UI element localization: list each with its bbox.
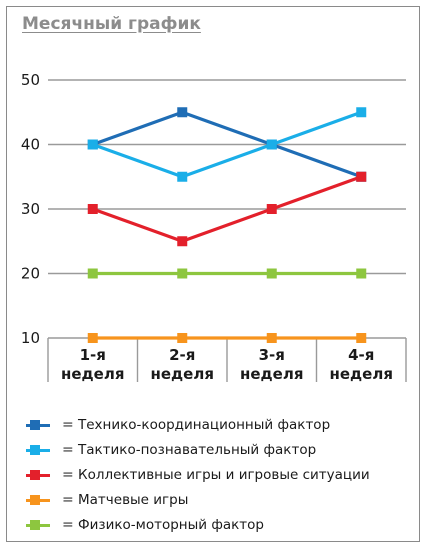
legend-swatch-icon xyxy=(26,419,52,431)
legend-item: = Тактико-познавательный фактор xyxy=(26,437,406,462)
x-tick-label: 1-я неделя xyxy=(61,346,124,383)
y-tick-label: 10 xyxy=(21,329,40,347)
legend-item: = Матчевые игры xyxy=(26,487,406,512)
x-tick-label: 2-я неделя xyxy=(151,346,214,383)
data-point xyxy=(87,333,98,343)
x-tick-label: 4-я неделя xyxy=(330,346,393,383)
legend-equals: = xyxy=(62,466,74,483)
legend-label: Технико-координационный фактор xyxy=(78,416,331,433)
legend-item: = Технико-координационный фактор xyxy=(26,412,406,437)
series-line xyxy=(92,175,362,243)
line-chart: 10 20 30 40 50 1-я неделя 2-я неделя 3-я неделя 4-я… xyxy=(21,71,407,383)
data-point xyxy=(87,268,98,279)
legend-swatch-icon xyxy=(26,444,52,456)
legend-label: Физико-моторный фактор xyxy=(78,516,264,533)
legend-item: = Физико-моторный фактор xyxy=(26,512,406,537)
data-point xyxy=(356,171,367,182)
data-point xyxy=(356,268,367,279)
data-point xyxy=(87,204,98,214)
legend-equals: = xyxy=(62,416,74,433)
data-point xyxy=(356,107,367,118)
legend-swatch-icon xyxy=(26,519,52,531)
data-point xyxy=(177,107,188,118)
legend: = Технико-координационный фактор = Такти… xyxy=(26,412,406,537)
data-point xyxy=(266,204,277,214)
legend-swatch-icon xyxy=(26,494,52,506)
y-tick-label: 40 xyxy=(21,136,40,154)
series-line xyxy=(92,110,362,179)
legend-equals: = xyxy=(62,516,74,533)
data-point xyxy=(177,171,188,182)
legend-swatch-icon xyxy=(26,469,52,481)
legend-label: Коллективные игры и игровые ситуации xyxy=(78,466,370,483)
legend-label: Тактико-познавательный фактор xyxy=(78,441,317,458)
x-tick-label: 3-я неделя xyxy=(240,346,303,383)
data-point xyxy=(266,333,277,343)
data-point xyxy=(266,139,277,150)
y-tick-label: 50 xyxy=(21,71,40,89)
y-tick-label: 20 xyxy=(21,265,40,283)
data-point xyxy=(177,268,188,279)
legend-equals: = xyxy=(62,491,74,508)
legend-item: = Коллективные игры и игровые ситуации xyxy=(26,462,406,487)
chart-title: Месячный график xyxy=(22,14,201,34)
legend-equals: = xyxy=(62,441,74,458)
data-point xyxy=(266,268,277,279)
series-line xyxy=(92,110,362,179)
legend-label: Матчевые игры xyxy=(78,491,189,508)
data-point xyxy=(177,236,188,247)
data-point xyxy=(356,333,367,343)
data-point xyxy=(177,333,188,343)
data-point xyxy=(87,139,98,150)
y-tick-label: 30 xyxy=(21,200,40,218)
